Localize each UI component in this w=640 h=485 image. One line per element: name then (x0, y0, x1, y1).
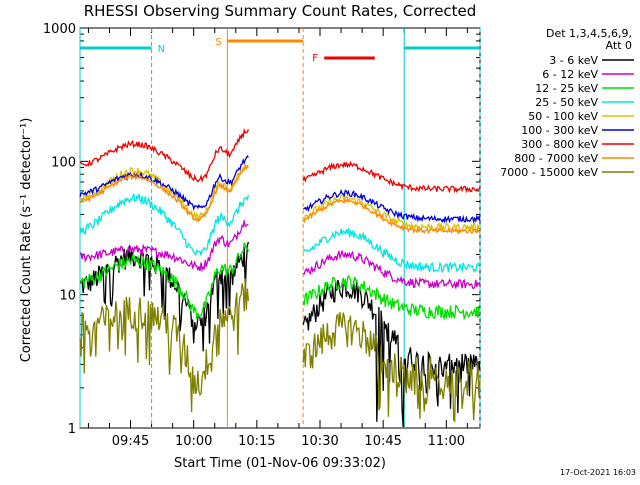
series-8 (79, 278, 481, 423)
y-tick-label: 1 (68, 422, 76, 437)
series-trace-post (302, 312, 481, 423)
x-tick-label: 10:15 (238, 434, 275, 449)
svg-text:S: S (215, 37, 221, 48)
x-tick-label: 09:45 (112, 434, 149, 449)
legend-entry-label: 100 - 300 keV (521, 124, 598, 137)
legend-entry-label: 7000 - 15000 keV (500, 166, 598, 179)
svg-text:F: F (312, 53, 318, 64)
flag-night_edge-1: N (158, 44, 165, 55)
legend-entry-label: 25 - 50 keV (535, 96, 598, 109)
legend-header-detectors: Det 1,3,4,5,6,9, (546, 27, 632, 40)
series-trace-post (302, 160, 481, 194)
series-2 (79, 241, 481, 321)
series-7 (79, 164, 481, 235)
series-trace-post (302, 279, 481, 428)
legend-entry-label: 800 - 7000 keV (514, 152, 598, 165)
series-trace-pre (79, 278, 250, 413)
legend-entry-label: 300 - 800 keV (521, 138, 598, 151)
legend-entry-label: 12 - 25 keV (535, 82, 598, 95)
series-3 (79, 193, 481, 274)
y-tick-label: 1000 (43, 22, 76, 37)
series-1 (79, 220, 481, 290)
series-trace-post (302, 227, 481, 274)
x-axis-label: Start Time (01-Nov-06 09:33:02) (174, 456, 386, 471)
legend-entry-label: 3 - 6 keV (549, 54, 598, 67)
series-trace-post (302, 249, 481, 290)
x-tick-label: 11:00 (428, 434, 465, 449)
y-tick-label: 100 (51, 155, 76, 170)
x-tick-label: 10:45 (364, 434, 401, 449)
legend-header-attenuator: Att 0 (606, 39, 632, 52)
y-tick-label: 10 (59, 289, 76, 304)
series-trace-post (302, 197, 481, 235)
series-trace-pre (79, 127, 250, 184)
series-6 (79, 127, 481, 194)
flag-night-0 (79, 28, 153, 428)
series-trace-pre (79, 193, 250, 257)
flag-saa-2: S (215, 28, 304, 428)
x-tick-label: 10:30 (301, 434, 338, 449)
svg-text:N: N (158, 44, 165, 55)
series-trace-pre (79, 241, 250, 319)
series-trace-post (303, 188, 481, 224)
series-trace-post (302, 274, 481, 321)
flag-flare-3: F (312, 53, 375, 64)
series-trace-pre (79, 164, 249, 223)
y-axis-label: Corrected Count Rate (s⁻¹ detector⁻¹) (19, 118, 34, 363)
chart-title: RHESSI Observing Summary Count Rates, Co… (84, 2, 477, 20)
x-tick-label: 10:00 (175, 434, 212, 449)
legend-entry-label: 6 - 12 keV (542, 68, 598, 81)
series-trace-pre (79, 220, 249, 273)
footer-timestamp: 17-Oct-2021 16:03 (560, 468, 636, 477)
legend-entry-label: 50 - 100 keV (528, 110, 598, 123)
